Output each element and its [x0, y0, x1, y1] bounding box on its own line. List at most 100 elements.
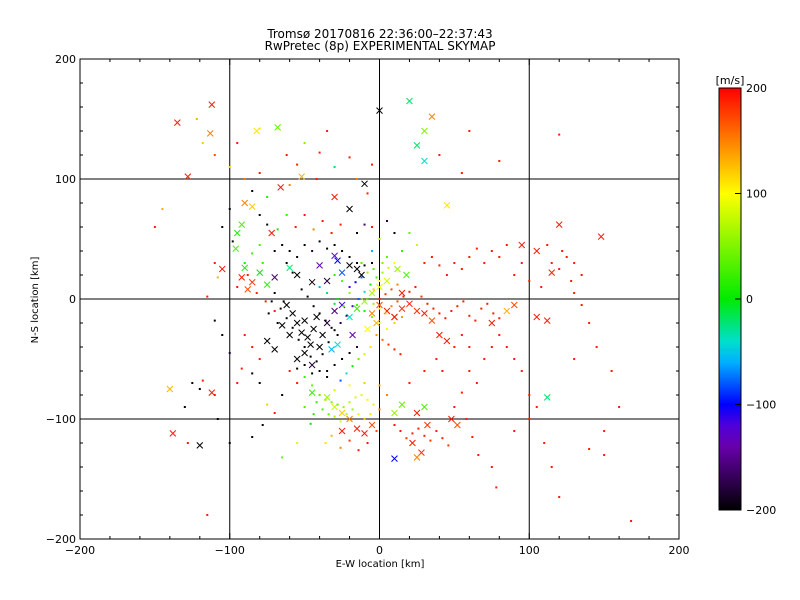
data-point-dot	[351, 305, 354, 308]
data-point-dot	[315, 401, 318, 404]
data-point-dot	[414, 286, 417, 288]
data-point-dot	[477, 454, 480, 456]
data-point-cross	[353, 425, 361, 432]
data-point-dot	[468, 256, 471, 258]
data-point-dot	[348, 256, 351, 258]
data-point-dot	[513, 430, 516, 432]
data-point-dot	[341, 280, 344, 282]
data-point-dot	[261, 262, 264, 264]
data-point-cross	[413, 142, 421, 149]
data-point-dot	[309, 422, 312, 425]
data-point-dot	[303, 214, 306, 216]
data-point-cross	[244, 286, 252, 293]
data-point-dot	[453, 262, 456, 264]
data-point-dot	[378, 280, 381, 282]
data-point-dot	[348, 439, 351, 442]
data-point-cross	[548, 269, 556, 276]
data-point-dot	[378, 408, 381, 411]
data-point-dot	[603, 430, 606, 432]
data-point-cross	[403, 271, 410, 279]
data-point-dot	[273, 250, 276, 252]
data-point-dot	[492, 312, 495, 315]
colorbar-tick-label: −100	[746, 399, 776, 412]
data-point-dot	[327, 341, 330, 344]
data-point-cross	[169, 430, 177, 437]
data-point-cross	[503, 307, 511, 315]
data-point-cross	[373, 319, 380, 327]
data-point-dot	[456, 305, 459, 308]
data-point-dot	[315, 178, 318, 180]
data-point-dot	[363, 382, 366, 384]
data-point-cross	[421, 403, 428, 411]
data-point-dot	[453, 346, 456, 348]
data-point-dot	[318, 151, 321, 154]
data-point-dot	[468, 346, 471, 348]
data-point-dot	[378, 384, 381, 387]
data-point-dot	[400, 250, 403, 252]
data-point-dot	[372, 403, 375, 406]
data-point-dot	[372, 288, 375, 291]
data-point-dot	[273, 310, 276, 312]
data-point-dot	[216, 418, 219, 420]
data-point-cross	[518, 241, 526, 249]
data-point-dot	[603, 454, 606, 456]
data-point-cross	[448, 415, 455, 423]
data-point-cross	[368, 421, 376, 429]
data-point-dot	[588, 448, 591, 450]
data-point-cross	[308, 361, 316, 369]
data-point-dot	[213, 262, 216, 264]
data-point-dot	[378, 298, 381, 300]
data-point-dot	[363, 290, 366, 293]
data-point-dot	[213, 394, 216, 396]
data-point-cross	[543, 394, 551, 401]
data-point-dot	[396, 300, 399, 303]
data-point-dot	[324, 319, 327, 322]
data-point-dot	[354, 396, 357, 399]
data-point-cross	[353, 305, 361, 312]
data-point-cross	[391, 455, 398, 462]
data-point-cross	[289, 310, 296, 317]
data-point-dot	[251, 346, 254, 348]
data-point-cross	[293, 271, 301, 279]
data-point-cross	[338, 409, 346, 417]
data-point-dot	[417, 427, 420, 430]
data-point-dot	[303, 406, 306, 408]
data-point-cross	[298, 173, 305, 180]
data-point-dot	[430, 256, 433, 258]
y-tick-label: −100	[46, 413, 76, 426]
data-point-dot	[255, 292, 258, 294]
data-point-dot	[357, 298, 360, 300]
data-point-dot	[312, 228, 315, 231]
data-point-dot	[558, 268, 561, 270]
data-point-dot	[450, 310, 453, 312]
data-point-dot	[420, 295, 423, 298]
data-point-dot	[321, 353, 324, 356]
data-point-dot	[288, 184, 291, 186]
data-point-dot	[354, 281, 357, 284]
x-tick-label: −100	[215, 544, 245, 557]
data-point-dot	[333, 274, 336, 276]
data-point-dot	[550, 262, 553, 264]
data-point-dot	[336, 403, 339, 406]
colorbar-tick-label: 200	[746, 82, 767, 95]
data-point-cross	[353, 265, 361, 273]
data-point-dot	[543, 442, 546, 444]
data-point-cross	[421, 310, 428, 317]
data-point-cross	[331, 307, 338, 315]
data-point-cross	[413, 409, 421, 417]
data-point-dot	[303, 376, 306, 378]
data-point-dot	[291, 271, 294, 274]
data-point-dot	[387, 266, 390, 269]
data-point-dot	[528, 280, 531, 282]
data-point-dot	[378, 307, 381, 310]
data-point-dot	[312, 305, 315, 308]
data-point-dot	[333, 364, 336, 366]
data-point-dot	[381, 262, 384, 264]
data-point-cross	[293, 319, 301, 327]
data-point-cross	[406, 300, 413, 308]
data-point-dot	[360, 262, 363, 264]
data-point-cross	[346, 205, 353, 213]
data-point-dot	[385, 328, 388, 330]
data-point-cross	[488, 319, 496, 327]
data-point-dot	[339, 223, 342, 226]
